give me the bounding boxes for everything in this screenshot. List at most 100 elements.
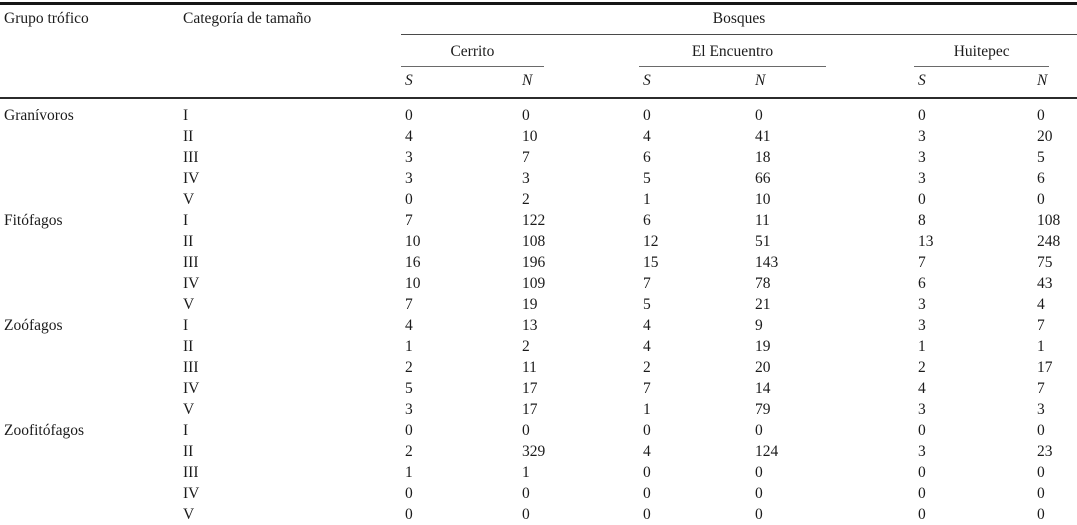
grupo-trofico-cell — [0, 399, 179, 420]
huitepec-s-cell: 3 — [918, 170, 926, 187]
cerrito-n-cell: 13 — [522, 317, 538, 334]
table-row: II 2 329 4 124 3 23 — [0, 441, 1077, 462]
grupo-trofico-cell — [0, 441, 179, 462]
categoria-cell: IV — [183, 275, 200, 292]
categoria-cell: V — [183, 191, 195, 208]
el-encuentro-n-cell: 0 — [755, 107, 763, 124]
el-encuentro-s-cell: 4 — [643, 443, 651, 460]
huitepec-s-cell: 4 — [918, 380, 926, 397]
el-encuentro-s-cell: 1 — [643, 191, 651, 208]
cerrito-n-cell: 196 — [522, 254, 546, 271]
cerrito-s-cell: 1 — [405, 464, 413, 481]
table-row: V 0 0 0 0 0 0 — [0, 504, 1077, 525]
cerrito-s-cell: 10 — [405, 275, 421, 292]
categoria-cell: III — [183, 359, 199, 376]
el-encuentro-n-cell: 14 — [755, 380, 771, 397]
table-row: V 0 2 1 10 0 0 — [0, 189, 1077, 210]
el-encuentro-s-cell: 4 — [643, 338, 651, 355]
cerrito-n-cell: 17 — [522, 401, 538, 418]
cerrito-n-cell: 19 — [522, 296, 538, 313]
cerrito-s-cell: 3 — [405, 401, 413, 418]
huitepec-s-cell: 3 — [918, 317, 926, 334]
table-row: Granívoros I 0 0 0 0 0 0 — [0, 98, 1077, 126]
header-site-cerrito-label: Cerrito — [401, 40, 544, 67]
el-encuentro-n-cell: 18 — [755, 149, 771, 166]
categoria-cell: IV — [183, 485, 200, 502]
categoria-cell: III — [183, 254, 199, 271]
grupo-trofico-cell — [0, 504, 179, 525]
table-row: Zoofitófagos I 0 0 0 0 0 0 — [0, 420, 1077, 441]
el-encuentro-n-cell: 143 — [755, 254, 779, 271]
huitepec-n-cell: 7 — [1037, 317, 1045, 334]
huitepec-n-cell: 43 — [1037, 275, 1053, 292]
el-encuentro-s-cell: 0 — [643, 464, 651, 481]
cerrito-s-cell: 10 — [405, 233, 421, 250]
el-encuentro-s-cell: 1 — [643, 401, 651, 418]
table-row: III 3 7 6 18 3 5 — [0, 147, 1077, 168]
table-row: Fitófagos I 7 122 6 11 8 108 — [0, 210, 1077, 231]
el-encuentro-n-cell: 20 — [755, 359, 771, 376]
el-encuentro-s-cell: 7 — [643, 275, 651, 292]
table-row: IV 0 0 0 0 0 0 — [0, 483, 1077, 504]
cerrito-n-cell: 2 — [522, 338, 530, 355]
categoria-cell: II — [183, 338, 194, 355]
table-row: II 4 10 4 41 3 20 — [0, 126, 1077, 147]
grupo-trofico-cell — [0, 126, 179, 147]
header-site-huitepec: Huitepec — [914, 35, 1077, 67]
huitepec-n-cell: 0 — [1037, 464, 1045, 481]
categoria-cell: V — [183, 506, 195, 523]
categoria-cell: III — [183, 149, 199, 166]
cerrito-s-cell: 16 — [405, 254, 421, 271]
el-encuentro-n-cell: 9 — [755, 317, 763, 334]
huitepec-n-cell: 0 — [1037, 107, 1045, 124]
el-encuentro-s-cell: 0 — [643, 107, 651, 124]
table-row: III 16 196 15 143 7 75 — [0, 252, 1077, 273]
el-encuentro-n-cell: 0 — [755, 485, 763, 502]
cerrito-s-cell: 0 — [405, 422, 413, 439]
huitepec-s-cell: 7 — [918, 254, 926, 271]
cerrito-n-cell: 1 — [522, 464, 530, 481]
huitepec-s-cell: 0 — [918, 107, 926, 124]
huitepec-n-cell: 0 — [1037, 191, 1045, 208]
cerrito-n-cell: 0 — [522, 506, 530, 523]
huitepec-s-cell: 0 — [918, 485, 926, 502]
cerrito-s-cell: 5 — [405, 380, 413, 397]
grupo-trofico-cell — [0, 483, 179, 504]
el-encuentro-n-cell: 0 — [755, 506, 763, 523]
huitepec-n-cell: 7 — [1037, 380, 1045, 397]
grupo-trofico-cell: Granívoros — [4, 107, 74, 124]
huitepec-n-cell: 5 — [1037, 149, 1045, 166]
huitepec-s-cell: 3 — [918, 443, 926, 460]
el-encuentro-s-cell: 5 — [643, 296, 651, 313]
cerrito-n-cell: 108 — [522, 233, 546, 250]
grupo-trofico-cell — [0, 462, 179, 483]
table-row: III 2 11 2 20 2 17 — [0, 357, 1077, 378]
huitepec-s-cell: 0 — [918, 422, 926, 439]
grupo-trofico-cell — [0, 294, 179, 315]
header-n-huitepec: N — [1033, 67, 1077, 99]
el-encuentro-s-cell: 6 — [643, 212, 651, 229]
cerrito-s-cell: 0 — [405, 506, 413, 523]
categoria-cell: IV — [183, 380, 200, 397]
huitepec-s-cell: 2 — [918, 359, 926, 376]
el-encuentro-s-cell: 6 — [643, 149, 651, 166]
el-encuentro-n-cell: 51 — [755, 233, 771, 250]
el-encuentro-s-cell: 5 — [643, 170, 651, 187]
cerrito-n-cell: 0 — [522, 422, 530, 439]
huitepec-s-cell: 13 — [918, 233, 934, 250]
huitepec-s-cell: 3 — [918, 401, 926, 418]
cerrito-n-cell: 7 — [522, 149, 530, 166]
categoria-cell: II — [183, 443, 194, 460]
huitepec-s-cell: 0 — [918, 191, 926, 208]
huitepec-s-cell: 6 — [918, 275, 926, 292]
categoria-cell: V — [183, 296, 195, 313]
categoria-cell: I — [183, 422, 189, 439]
cerrito-n-cell: 109 — [522, 275, 546, 292]
grupo-trofico-cell — [0, 189, 179, 210]
table-row: Zoófagos I 4 13 4 9 3 7 — [0, 315, 1077, 336]
cerrito-n-cell: 17 — [522, 380, 538, 397]
categoria-cell: IV — [183, 170, 200, 187]
cerrito-s-cell: 0 — [405, 107, 413, 124]
huitepec-n-cell: 75 — [1037, 254, 1053, 271]
